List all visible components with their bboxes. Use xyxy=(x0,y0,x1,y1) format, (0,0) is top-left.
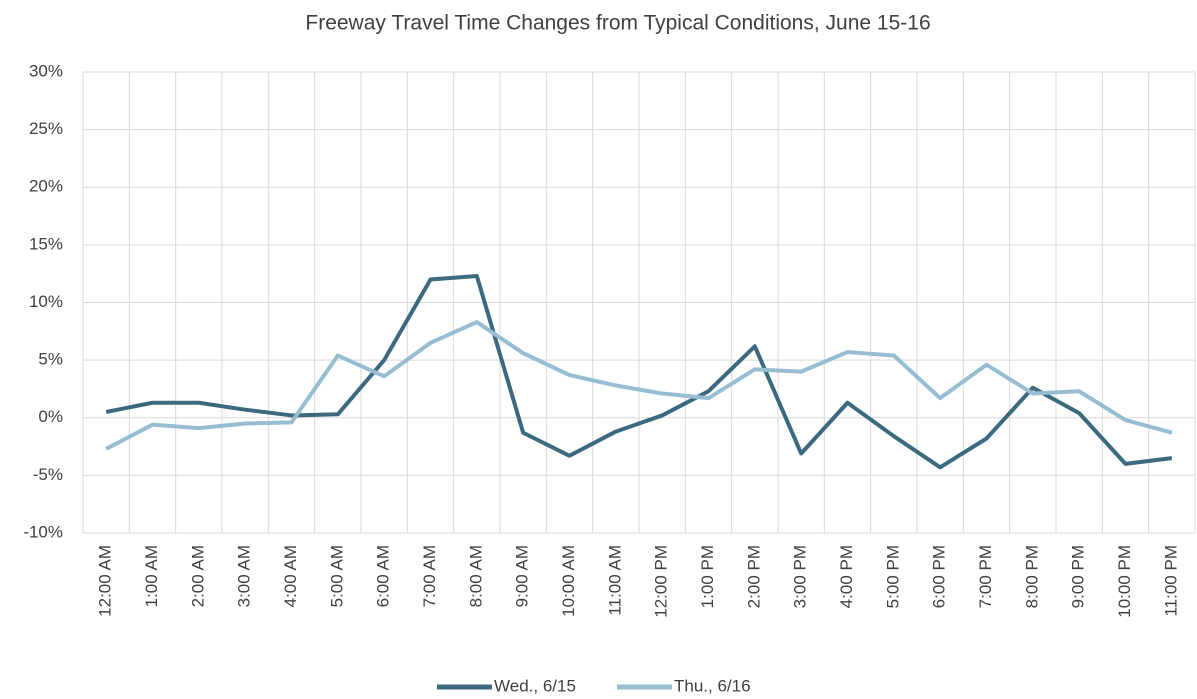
x-tick-label: 12:00 PM xyxy=(652,545,671,618)
x-tick-label: 3:00 PM xyxy=(791,545,810,608)
x-tick-label: 7:00 PM xyxy=(976,545,995,608)
x-tick-label: 12:00 AM xyxy=(96,545,115,617)
y-tick-label: -5% xyxy=(33,465,63,484)
legend-label: Thu., 6/16 xyxy=(674,676,751,695)
x-tick-label: 2:00 AM xyxy=(188,545,207,607)
y-tick-label: -10% xyxy=(23,522,63,541)
x-tick-label: 6:00 AM xyxy=(374,545,393,607)
x-tick-label: 1:00 AM xyxy=(142,545,161,607)
line-series xyxy=(105,320,1173,451)
x-tick-label: 10:00 PM xyxy=(1115,545,1134,618)
y-tick-label: 0% xyxy=(38,407,63,426)
x-tick-label: 4:00 AM xyxy=(281,545,300,607)
y-tick-label: 15% xyxy=(29,234,63,253)
x-tick-label: 1:00 PM xyxy=(698,545,717,608)
x-tick-label: 9:00 AM xyxy=(513,545,532,607)
y-tick-label: 25% xyxy=(29,119,63,138)
x-tick-label: 9:00 PM xyxy=(1069,545,1088,608)
y-tick-label: 10% xyxy=(29,292,63,311)
y-tick-label: 20% xyxy=(29,177,63,196)
x-tick-label: 10:00 AM xyxy=(559,545,578,617)
line-series xyxy=(105,273,1173,470)
x-tick-label: 2:00 PM xyxy=(744,545,763,608)
x-tick-label: 6:00 PM xyxy=(930,545,949,608)
x-tick-label: 5:00 PM xyxy=(883,545,902,608)
x-tick-label: 8:00 PM xyxy=(1022,545,1041,608)
legend-label: Wed., 6/15 xyxy=(494,676,576,695)
x-tick-label: 5:00 AM xyxy=(327,545,346,607)
chart-title: Freeway Travel Time Changes from Typical… xyxy=(305,12,930,35)
y-tick-label: 5% xyxy=(38,350,63,369)
x-tick-label: 4:00 PM xyxy=(837,545,856,608)
x-tick-label: 8:00 AM xyxy=(466,545,485,607)
x-tick-label: 7:00 AM xyxy=(420,545,439,607)
x-tick-label: 11:00 AM xyxy=(605,545,624,616)
y-tick-label: 30% xyxy=(29,61,63,80)
x-tick-label: 3:00 AM xyxy=(235,545,254,607)
x-tick-label: 11:00 PM xyxy=(1161,545,1180,617)
